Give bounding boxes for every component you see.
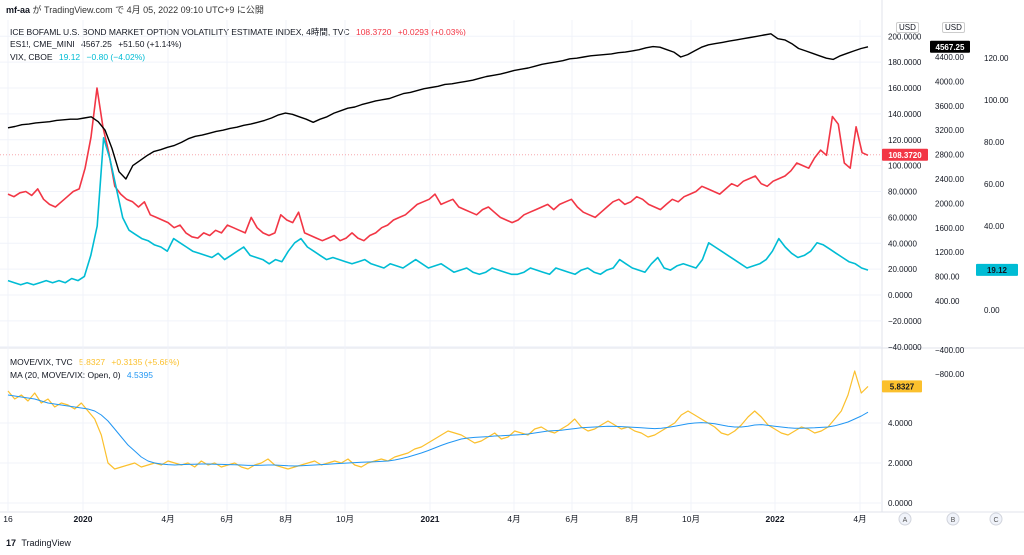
pane-button-label: B: [951, 517, 956, 524]
vix-series-line: [7, 137, 869, 286]
es-axis-tick-label: 400.00: [935, 297, 960, 306]
legend-vix-change: −0.80 (−4.02%): [86, 52, 146, 62]
legend-ma-value: 4.5395: [126, 370, 153, 380]
time-tick-label: 6月: [565, 514, 578, 524]
vix-axis-tick-label: 60.00: [984, 180, 1005, 189]
tradingview-brand: TradingView: [21, 538, 71, 548]
vix-axis-tick-label: 100.00: [984, 96, 1009, 105]
time-tick-label: 2022: [766, 514, 785, 524]
move-axis-tick-label: −20.0000: [888, 317, 922, 326]
es-axis-tick-label: 2400.00: [935, 175, 964, 184]
time-tick-label: 4月: [161, 514, 174, 524]
es-price-tag-bg: [930, 40, 970, 53]
ratio-price-tag-bg: [882, 380, 922, 393]
move-axis-tick-label: 100.0000: [888, 162, 922, 171]
currency-label-es[interactable]: USD: [942, 22, 965, 33]
ratio-price-tag: 5.8327: [890, 382, 915, 391]
publish-info: mf-aa が TradingView.com で 4月 05, 2022 09…: [6, 3, 264, 16]
es-axis-tick-label: 4400.00: [935, 53, 964, 62]
time-tick-label: 2021: [421, 514, 440, 524]
legend-ratio-name: MOVE/VIX, TVC: [10, 357, 73, 367]
legend-move-value: 108.3720: [355, 27, 392, 37]
es-axis-tick-label: 2800.00: [935, 151, 964, 160]
legend-es-value: 4567.25: [81, 39, 112, 49]
pane-button-a[interactable]: [898, 512, 912, 526]
move-axis-tick-label: 40.0000: [888, 239, 917, 248]
ratio-axis-tick-label: 2.0000: [888, 459, 913, 468]
vix-axis-tick-label: 0.00: [984, 306, 1000, 315]
time-tick-label: 16: [3, 514, 13, 524]
move-axis-tick-label: 20.0000: [888, 265, 917, 274]
vix-axis-tick-label: 120.00: [984, 54, 1009, 63]
legend-ratio-value: 5.8327: [79, 357, 106, 367]
tradingview-logo[interactable]: 17 TradingView: [6, 538, 71, 548]
move-price-tag-bg: [882, 148, 928, 161]
pane-button-label: C: [993, 517, 998, 524]
time-tick-label: 6月: [220, 514, 233, 524]
move-axis-tick-label: 180.0000: [888, 58, 922, 67]
es-axis-tick-label: 800.00: [935, 273, 960, 282]
legend-move-name: ICE BOFAML U.S. BOND MARKET OPTION VOLAT…: [10, 27, 350, 37]
legend-es[interactable]: ES1!, CME_MINI 4567.25 +51.50 (+1.14%): [10, 39, 186, 49]
ratio-axis-tick-label: 4.0000: [888, 419, 913, 428]
es-axis-tick-label: 2000.00: [935, 199, 964, 208]
legend-ma[interactable]: MA (20, MOVE/VIX: Open, 0) 4.5395: [10, 370, 157, 380]
es-series-line: [7, 33, 869, 180]
time-tick-label: 10月: [682, 514, 700, 524]
es-axis-tick-label: −400.00: [935, 346, 965, 355]
currency-label-move[interactable]: USD: [896, 22, 919, 33]
es-axis-tick-label: 4000.00: [935, 77, 964, 86]
legend-vix-value: 19.12: [58, 52, 81, 62]
ma-series-line: [7, 394, 869, 467]
move-axis-tick-label: 160.0000: [888, 84, 922, 93]
es-axis-tick-label: 3600.00: [935, 102, 964, 111]
es-axis-tick-label: 3200.00: [935, 126, 964, 135]
legend-vix-name: VIX, CBOE: [10, 52, 53, 62]
legend-ratio-change: +0.3135 (+5.68%): [111, 357, 180, 367]
move-price-tag: 108.3720: [888, 151, 922, 160]
vix-axis-tick-label: 40.00: [984, 222, 1005, 231]
legend-es-change: +51.50 (+1.14%): [118, 39, 182, 49]
move-axis-tick-label: 0.0000: [888, 291, 913, 300]
legend-ratio[interactable]: MOVE/VIX, TVC 5.8327 +0.3135 (+5.68%): [10, 357, 183, 367]
vix-price-tag-bg: [976, 263, 1018, 276]
time-tick-label: 2020: [74, 514, 93, 524]
move-axis-tick-label: 200.0000: [888, 32, 922, 41]
legend-vix[interactable]: VIX, CBOE 19.12 −0.80 (−4.02%): [10, 52, 149, 62]
pane-button-b[interactable]: [946, 512, 960, 526]
time-tick-label: 4月: [853, 514, 866, 524]
ratio-series-line: [7, 370, 869, 470]
ratio-axis-tick-label: 0.0000: [888, 499, 913, 508]
time-tick-label: 4月: [507, 514, 520, 524]
tradingview-logo-icon: 17: [6, 538, 17, 548]
pane-button-c[interactable]: [989, 512, 1003, 526]
publish-date: が TradingView.com で 4月 05, 2022 09:10 UT…: [32, 5, 264, 15]
es-axis-tick-label: 1600.00: [935, 224, 964, 233]
es-axis-tick-label: 1200.00: [935, 248, 964, 257]
legend-move[interactable]: ICE BOFAML U.S. BOND MARKET OPTION VOLAT…: [10, 26, 470, 38]
vix-price-tag: 19.12: [987, 266, 1008, 275]
legend-ma-name: MA (20, MOVE/VIX: Open, 0): [10, 370, 121, 380]
es-axis-tick-label: −800.00: [935, 370, 965, 379]
legend-es-name: ES1!, CME_MINI: [10, 39, 75, 49]
vix-axis-tick-label: 80.00: [984, 138, 1005, 147]
move-axis-tick-label: 80.0000: [888, 188, 917, 197]
legend-move-change: +0.0293 (+0.03%): [397, 27, 466, 37]
move-axis-tick-label: 60.0000: [888, 213, 917, 222]
move-axis-tick-label: 140.0000: [888, 110, 922, 119]
es-price-tag: 4567.25: [936, 43, 965, 52]
time-tick-label: 8月: [279, 514, 292, 524]
time-tick-label: 8月: [625, 514, 638, 524]
pane-button-label: A: [903, 517, 908, 524]
publisher-name[interactable]: mf-aa: [6, 5, 31, 15]
time-tick-label: 10月: [336, 514, 354, 524]
move-axis-tick-label: −40.0000: [888, 343, 922, 352]
move-series-line: [7, 87, 869, 242]
move-axis-tick-label: 120.0000: [888, 136, 922, 145]
